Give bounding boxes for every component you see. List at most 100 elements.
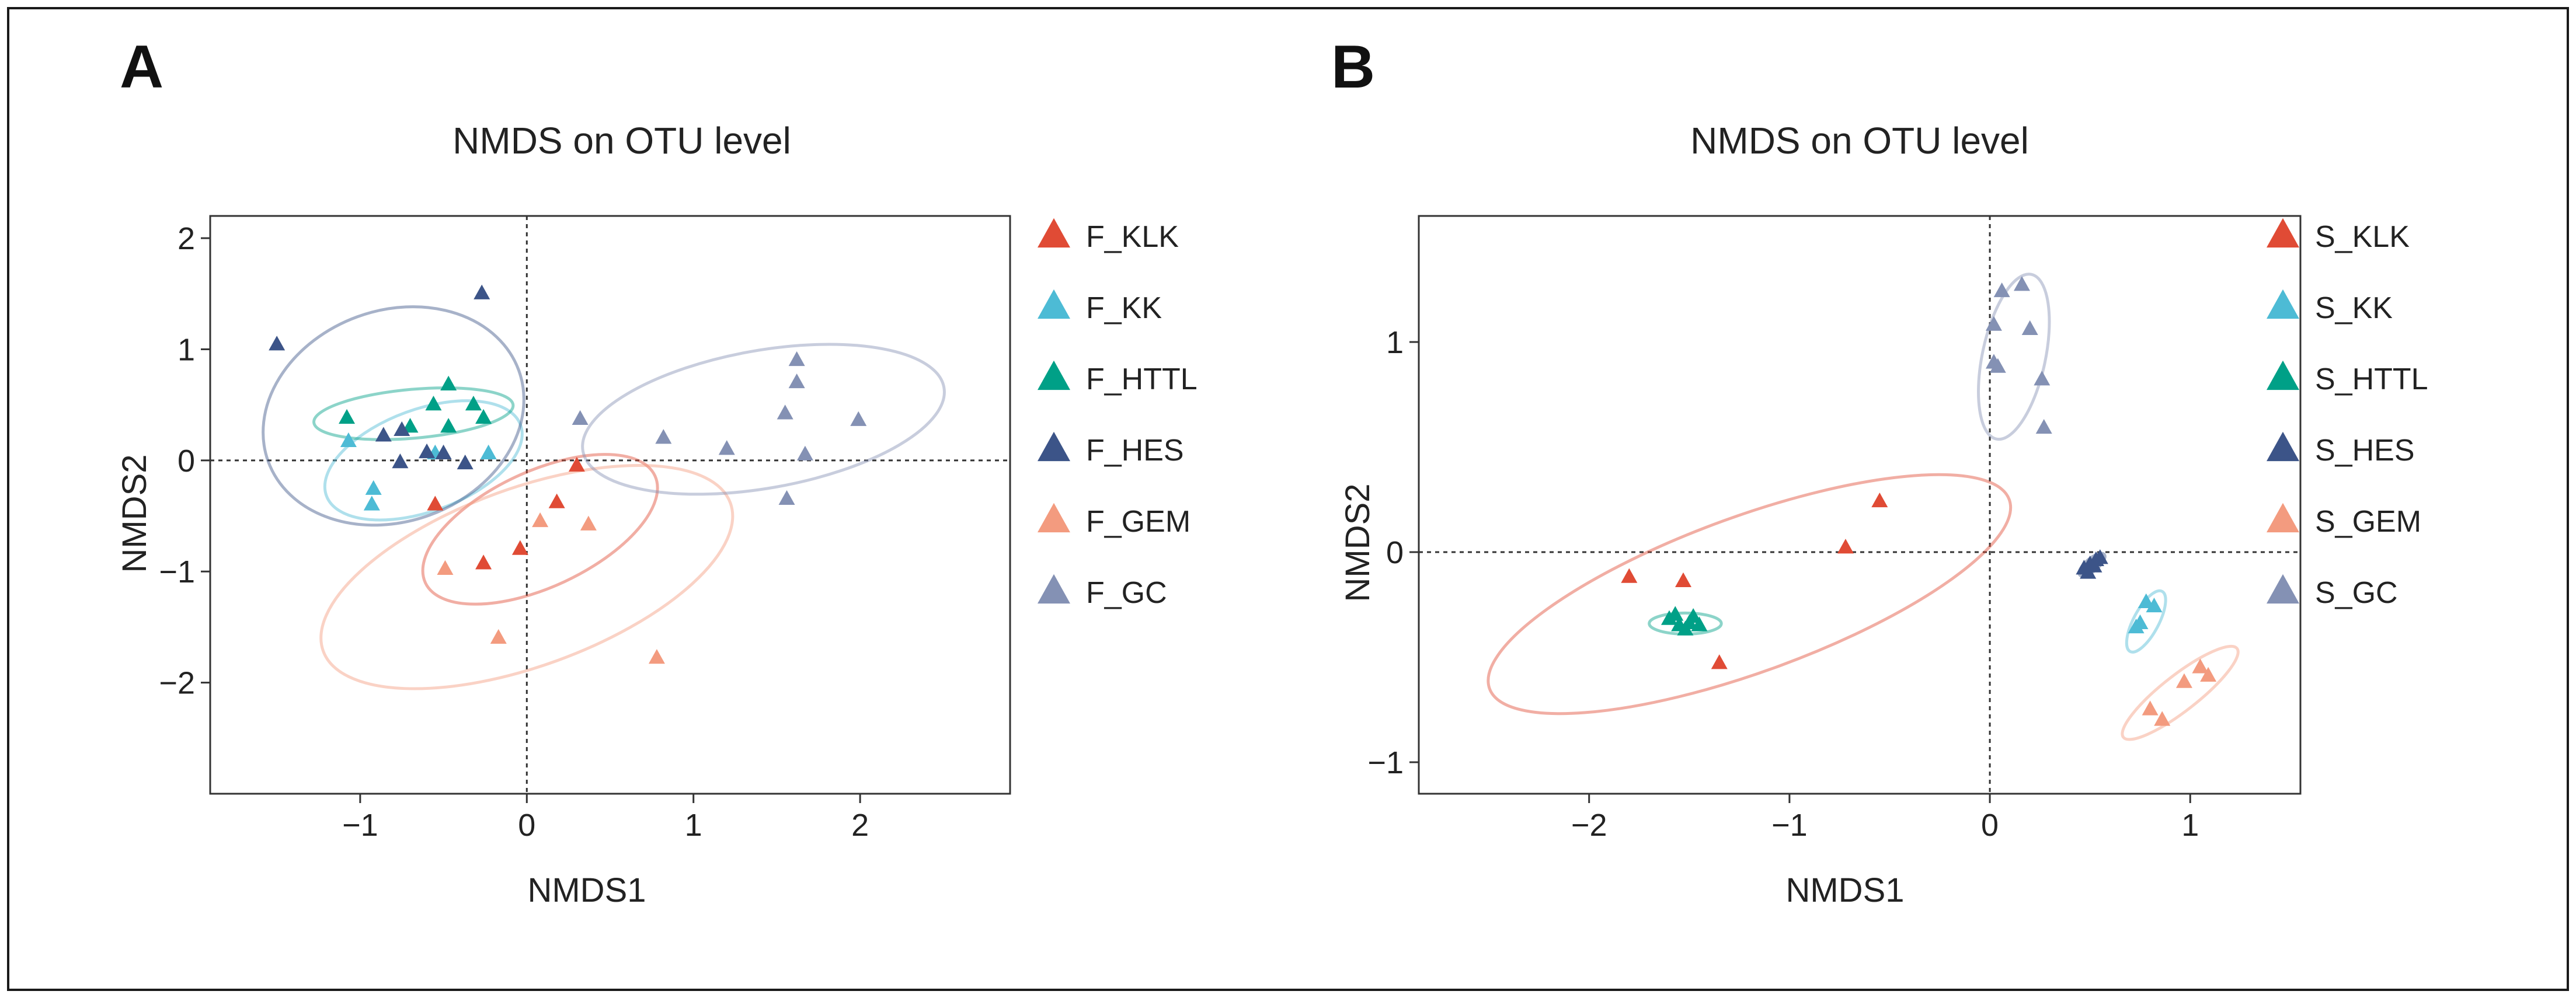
panel-letter: B (1331, 33, 1375, 101)
figure-frame (7, 7, 2569, 991)
data-point (2128, 618, 2145, 634)
chart-title: NMDS on OTU level (1690, 120, 2029, 162)
data-point (1993, 282, 2010, 298)
data-point (435, 444, 452, 459)
data-point (2021, 320, 2038, 335)
y-axis-label: NMDS2 (116, 454, 154, 573)
data-point (480, 444, 497, 459)
data-point (1667, 606, 1684, 621)
plot-border (209, 215, 1011, 795)
legend-label: F_HES (1086, 434, 1184, 467)
data-point (475, 409, 492, 424)
data-point (2146, 597, 2163, 613)
confidence-ellipse (421, 453, 659, 606)
data-point (1685, 608, 1702, 623)
confidence-ellipse (581, 343, 946, 496)
legend: S_KLK S_KK S_HTTL S_HES S_GEM S_GC (2267, 218, 2428, 610)
y-tick-label: 0 (1386, 535, 1404, 570)
panel-b: B NMDS on OTU level −2 −1 0 1 −1 0 1 S_KLK S_KK… (1331, 33, 2428, 909)
x-tick-label: −1 (342, 808, 378, 843)
data-point (1691, 616, 1708, 631)
x-axis-label: NMDS1 (527, 871, 646, 909)
confidence-ellipse (1977, 273, 2051, 441)
confidence-ellipse (262, 305, 525, 527)
data-point (655, 429, 672, 444)
data-point (437, 560, 454, 575)
data-point (1989, 358, 2006, 373)
x-tick-label: −1 (1771, 808, 1808, 843)
data-point (788, 351, 805, 367)
data-point (2142, 700, 2159, 716)
data-point (474, 284, 490, 299)
legend-marker (2267, 218, 2299, 248)
confidence-ellipse (312, 386, 515, 441)
legend-label: F_KLK (1086, 220, 1179, 254)
data-point (2200, 667, 2217, 682)
data-point (532, 512, 549, 528)
data-point (1985, 316, 2002, 331)
data-point (490, 629, 507, 644)
legend-label: S_HTTL (2315, 362, 2428, 396)
legend-label: F_KK (1086, 291, 1162, 325)
legend-marker (1038, 360, 1070, 390)
data-point (394, 421, 410, 437)
data-point (718, 440, 735, 455)
data-point (2035, 418, 2052, 434)
data-point (340, 432, 357, 448)
data-point (2034, 371, 2051, 386)
data-point (548, 493, 565, 508)
data-point (269, 336, 286, 351)
plot-area: −2 −1 0 1 −1 0 1 (1367, 215, 2302, 843)
data-point (425, 396, 442, 411)
data-point (2175, 673, 2192, 688)
y-tick-label: −2 (159, 666, 195, 701)
legend-marker (1038, 503, 1070, 533)
data-point (1621, 568, 1638, 583)
data-point (1837, 539, 1854, 554)
data-point (777, 404, 793, 420)
legend-label: S_KLK (2315, 220, 2410, 254)
legend-marker (1038, 431, 1070, 462)
legend-label: S_GEM (2315, 505, 2421, 539)
data-point (2138, 593, 2154, 608)
y-axis-label: NMDS2 (1339, 483, 1377, 602)
legend-label: F_GEM (1086, 505, 1190, 539)
x-tick-label: 2 (851, 808, 869, 843)
data-point (850, 411, 867, 426)
legend-label: S_HES (2315, 434, 2415, 467)
chart-title: NMDS on OTU level (452, 120, 791, 162)
legend-marker (2267, 574, 2299, 604)
data-point (392, 453, 409, 469)
legend-marker (1038, 574, 1070, 604)
plot-border (1418, 215, 2302, 795)
confidence-ellipse (1487, 473, 2013, 716)
data-point (1871, 492, 1888, 508)
legend-label: F_HTTL (1086, 362, 1198, 396)
y-tick-label: 0 (177, 444, 195, 479)
confidence-ellipse (2121, 644, 2240, 741)
legend-label: F_GC (1086, 576, 1167, 610)
data-point (2013, 276, 2030, 291)
y-tick-label: 2 (177, 221, 195, 256)
data-point (475, 554, 492, 570)
data-point (2086, 557, 2102, 573)
legend-marker (2267, 503, 2299, 533)
data-point (465, 396, 482, 411)
legend-label: S_KK (2315, 291, 2393, 325)
data-point (440, 418, 457, 433)
plot-area: −1 0 1 2 −2 −1 0 1 2 (159, 215, 1011, 843)
data-point (2091, 549, 2108, 564)
data-point (1677, 620, 1694, 636)
data-point (568, 456, 585, 472)
x-axis-label: NMDS1 (1785, 871, 1904, 909)
data-point (511, 540, 528, 555)
legend-marker (1038, 289, 1070, 319)
legend-marker (2267, 360, 2299, 390)
data-point (427, 495, 444, 511)
confidence-ellipse (319, 463, 734, 690)
data-point (796, 445, 813, 460)
x-tick-label: 1 (685, 808, 702, 843)
data-point (778, 490, 795, 505)
y-tick-label: 1 (177, 332, 195, 367)
